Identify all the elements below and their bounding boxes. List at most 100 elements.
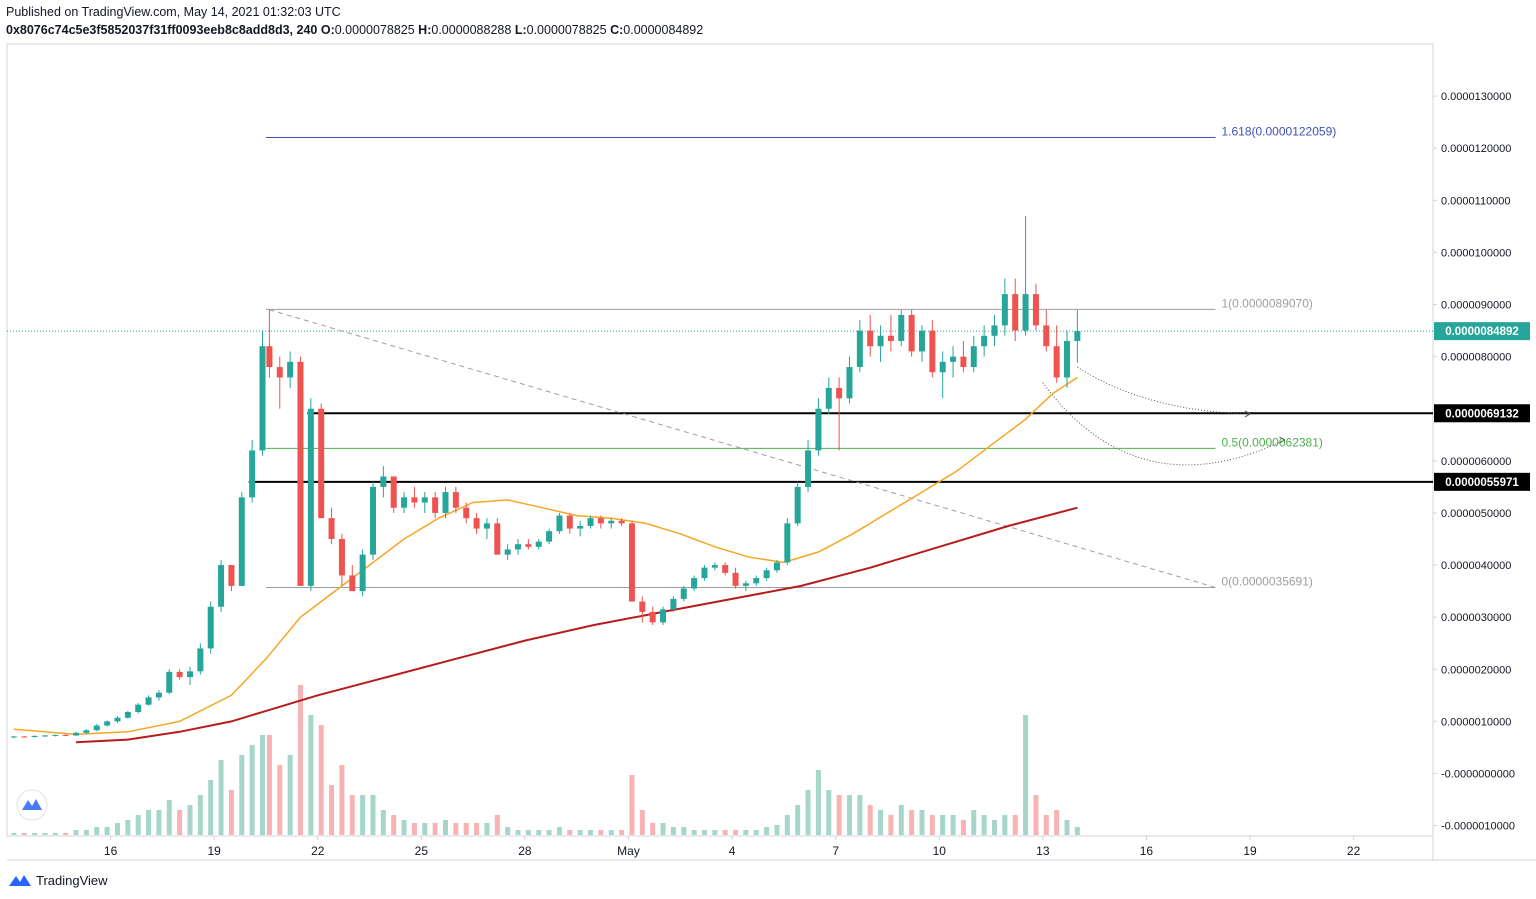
volume-bar: [197, 795, 203, 835]
candle-body: [369, 486, 376, 555]
volume-bar: [960, 820, 966, 835]
volume-bar: [1033, 795, 1039, 835]
volume-bar: [239, 755, 245, 835]
y-tick-label: 0.0000020000: [1441, 664, 1511, 676]
volume-bar: [474, 823, 480, 835]
volume-bar: [536, 830, 542, 835]
candle-body: [773, 562, 780, 571]
last-price-tag-bg: [1434, 322, 1530, 341]
volume-bar: [795, 805, 801, 835]
volume-bar: [701, 830, 707, 835]
candle-body: [991, 325, 998, 336]
candle-body: [494, 523, 501, 555]
candle-body: [259, 346, 266, 451]
candle-body: [249, 450, 256, 498]
candle-body: [867, 330, 874, 347]
volume-bar: [919, 810, 925, 835]
candle-body: [597, 518, 604, 524]
candle-body: [432, 497, 439, 513]
projection-path: [1042, 382, 1285, 466]
candle-body: [411, 497, 418, 503]
volume-bar: [125, 820, 131, 835]
volume-bar: [681, 827, 687, 835]
trendlines: [269, 309, 1286, 588]
y-tick-label: -0.0000000000: [1441, 768, 1515, 780]
volume-bar: [909, 810, 915, 835]
volume-bar: [21, 833, 27, 835]
x-tick-label: 19: [1243, 844, 1257, 858]
fib-level-label: 1(0.0000089070): [1221, 296, 1312, 310]
volume-bar: [484, 823, 490, 835]
projection-arrow-icon: [1244, 410, 1251, 418]
candle-body: [722, 565, 729, 573]
x-tick-label: 7: [832, 844, 839, 858]
volume-bar: [950, 815, 956, 835]
candle-body: [701, 567, 708, 579]
candle-body: [691, 578, 698, 589]
volume-bar: [691, 830, 697, 835]
volume-bar: [660, 823, 666, 835]
candle-body: [307, 408, 314, 586]
volume-bar: [177, 810, 183, 835]
volume-bar: [308, 715, 314, 835]
x-tick-label: 16: [104, 844, 118, 858]
candle-body: [670, 598, 677, 610]
volume-bar: [546, 830, 552, 835]
volume-bar: [135, 815, 141, 835]
candle-body: [197, 648, 204, 672]
candle-body: [753, 578, 760, 584]
x-tick-label: 22: [1347, 844, 1361, 858]
candle-body: [276, 367, 283, 378]
volume-bar: [940, 815, 946, 835]
volume-bar: [1023, 715, 1029, 835]
volume-bar: [971, 810, 977, 835]
volume-bar: [1043, 815, 1049, 835]
volume-bar: [42, 833, 48, 835]
candle-body: [145, 697, 152, 705]
candle-body: [546, 531, 553, 542]
candle-body: [608, 520, 615, 524]
y-tick-label: -0.0000010000: [1441, 821, 1515, 833]
volume-bar: [650, 823, 656, 835]
volume-bar: [52, 833, 58, 835]
candle-body: [846, 367, 853, 399]
volume-bar: [370, 795, 376, 835]
volume-bar: [515, 830, 521, 835]
volume-bar: [339, 765, 345, 835]
tradingview-logo[interactable]: TradingView: [8, 872, 108, 888]
candle-body: [939, 361, 946, 373]
symbol-ohlc-line: 0x8076c74c5e3f5852037f31ff0093eeb8c8add8…: [6, 23, 703, 37]
candle-body: [104, 721, 111, 726]
candle-body: [836, 387, 843, 399]
candle-body: [929, 330, 936, 373]
volume-bar: [857, 795, 863, 835]
candle-body: [918, 330, 925, 352]
candle-body: [463, 507, 470, 519]
candle-body: [877, 335, 884, 347]
last-price-tag: 0.0000084892: [1445, 326, 1519, 338]
volume-bar: [443, 820, 449, 835]
volume-bar: [743, 830, 749, 835]
ema-200-line: [76, 506, 1078, 744]
candles: [10, 215, 1081, 739]
candle-body: [349, 575, 356, 592]
candle-body: [297, 361, 304, 586]
candle-body: [856, 330, 863, 368]
candle-body: [805, 450, 812, 487]
candle-body: [238, 497, 245, 586]
volume-bar: [1002, 815, 1008, 835]
x-tick-label: 28: [518, 844, 532, 858]
candle-body: [318, 408, 325, 519]
candle-body: [442, 492, 449, 513]
volume-bar: [929, 815, 935, 835]
volume-bar: [556, 827, 562, 835]
candle-body: [473, 518, 480, 529]
volume-bar: [391, 815, 397, 835]
volume-bar: [218, 760, 224, 835]
volume-bar: [567, 830, 573, 835]
volume-bar: [401, 820, 407, 835]
candle-body: [1074, 331, 1081, 341]
volume-bar: [146, 810, 152, 835]
volume-bar: [784, 815, 790, 835]
